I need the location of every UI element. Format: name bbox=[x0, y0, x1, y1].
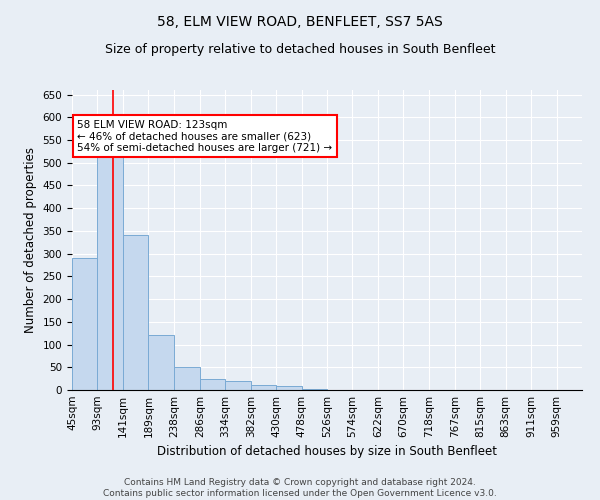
Bar bbox=[302, 388, 327, 390]
Bar bbox=[225, 381, 251, 390]
Bar bbox=[276, 386, 302, 390]
Bar bbox=[123, 236, 148, 390]
Text: Size of property relative to detached houses in South Benfleet: Size of property relative to detached ho… bbox=[105, 42, 495, 56]
Bar bbox=[175, 368, 200, 390]
Bar bbox=[200, 378, 225, 390]
Text: Contains HM Land Registry data © Crown copyright and database right 2024.
Contai: Contains HM Land Registry data © Crown c… bbox=[103, 478, 497, 498]
X-axis label: Distribution of detached houses by size in South Benfleet: Distribution of detached houses by size … bbox=[157, 446, 497, 458]
Bar bbox=[72, 258, 97, 390]
Bar bbox=[251, 386, 276, 390]
Text: 58, ELM VIEW ROAD, BENFLEET, SS7 5AS: 58, ELM VIEW ROAD, BENFLEET, SS7 5AS bbox=[157, 15, 443, 29]
Bar bbox=[148, 336, 175, 390]
Text: 58 ELM VIEW ROAD: 123sqm
← 46% of detached houses are smaller (623)
54% of semi-: 58 ELM VIEW ROAD: 123sqm ← 46% of detach… bbox=[77, 120, 332, 152]
Bar bbox=[97, 154, 123, 390]
Y-axis label: Number of detached properties: Number of detached properties bbox=[24, 147, 37, 333]
